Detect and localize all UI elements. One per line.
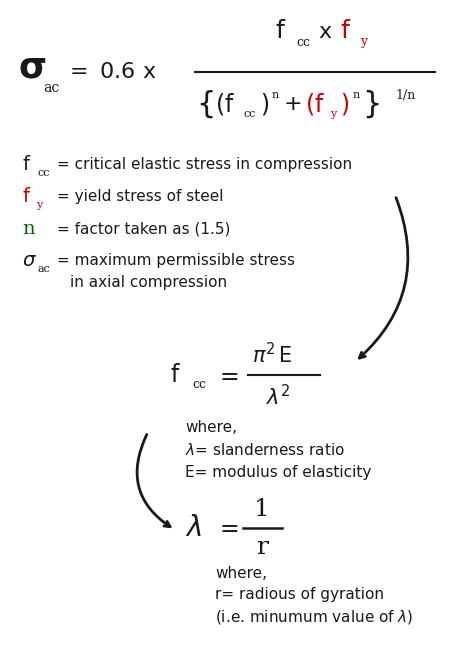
- Text: $\lambda^2$: $\lambda^2$: [266, 384, 291, 410]
- Text: $)$: $)$: [340, 91, 349, 117]
- Text: (i.e. minumum value of $\lambda$): (i.e. minumum value of $\lambda$): [215, 608, 413, 626]
- Text: $\lambda$= slanderness ratio: $\lambda$= slanderness ratio: [185, 442, 345, 458]
- Text: $\mathbf{\sigma}$: $\mathbf{\sigma}$: [18, 51, 46, 85]
- Text: 1/n: 1/n: [395, 88, 415, 101]
- Text: ac: ac: [43, 81, 59, 95]
- Text: $(\mathrm{f}$: $(\mathrm{f}$: [305, 91, 325, 117]
- Text: $\pi^2\,\mathrm{E}$: $\pi^2\,\mathrm{E}$: [252, 342, 292, 368]
- Text: cc: cc: [192, 379, 206, 392]
- Text: where,: where,: [215, 566, 267, 580]
- Text: $(\mathrm{f}$: $(\mathrm{f}$: [215, 91, 235, 117]
- Text: $\lambda$: $\lambda$: [185, 515, 202, 542]
- Text: cc: cc: [244, 109, 256, 119]
- Text: $+$: $+$: [283, 93, 301, 115]
- Text: = critical elastic stress in compression: = critical elastic stress in compression: [57, 157, 352, 172]
- Text: n: n: [22, 220, 35, 238]
- Text: where,: where,: [185, 421, 237, 435]
- Text: $=$: $=$: [215, 517, 239, 539]
- Text: $\mathrm{f}$: $\mathrm{f}$: [340, 21, 351, 43]
- Text: = maximum permissible stress: = maximum permissible stress: [57, 253, 295, 268]
- Text: E= modulus of elasticity: E= modulus of elasticity: [185, 464, 371, 479]
- Text: $\mathrm{x}$: $\mathrm{x}$: [318, 21, 332, 43]
- Text: cc: cc: [296, 35, 310, 48]
- Text: $\mathrm{f}$: $\mathrm{f}$: [275, 21, 286, 43]
- Text: $\}$: $\}$: [362, 88, 380, 120]
- Text: y: y: [330, 109, 336, 119]
- Text: $\mathrm{f}$: $\mathrm{f}$: [170, 364, 181, 386]
- Text: $\sigma$: $\sigma$: [22, 252, 37, 270]
- Text: y: y: [360, 35, 367, 48]
- Text: r: r: [256, 537, 268, 559]
- Text: n: n: [272, 90, 279, 100]
- Text: 1: 1: [254, 499, 270, 522]
- Text: $=\ 0.6\ \mathrm{x}$: $=\ 0.6\ \mathrm{x}$: [65, 61, 156, 83]
- Text: cc: cc: [38, 168, 51, 178]
- Text: $\{$: $\{$: [196, 88, 213, 120]
- Text: = yield stress of steel: = yield stress of steel: [57, 190, 224, 204]
- Text: $=$: $=$: [215, 364, 239, 386]
- Text: $\mathrm{f}$: $\mathrm{f}$: [22, 188, 31, 206]
- Text: ac: ac: [38, 264, 51, 274]
- Text: $\mathrm{f}$: $\mathrm{f}$: [22, 155, 31, 175]
- Text: = factor taken as (1.5): = factor taken as (1.5): [57, 221, 230, 237]
- Text: n: n: [353, 90, 360, 100]
- Text: $)$: $)$: [260, 91, 269, 117]
- Text: r= radious of gyration: r= radious of gyration: [215, 588, 384, 602]
- Text: y: y: [36, 200, 42, 210]
- Text: in axial compression: in axial compression: [70, 275, 227, 290]
